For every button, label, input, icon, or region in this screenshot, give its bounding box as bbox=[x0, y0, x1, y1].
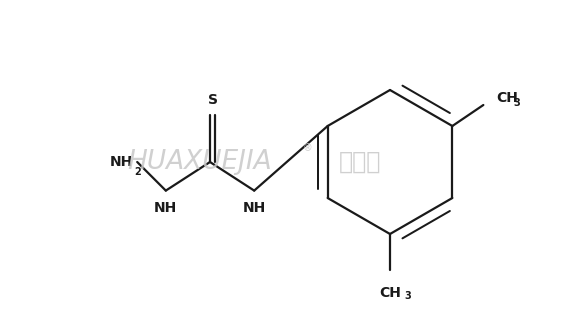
Text: 3: 3 bbox=[513, 98, 520, 108]
Text: 3: 3 bbox=[404, 291, 411, 301]
Text: HUAXUEJIA: HUAXUEJIA bbox=[127, 149, 272, 175]
Text: S: S bbox=[208, 93, 218, 107]
Text: ®: ® bbox=[303, 143, 313, 153]
Text: CH: CH bbox=[379, 286, 401, 300]
Text: CH: CH bbox=[496, 91, 518, 105]
Text: NH: NH bbox=[154, 201, 178, 215]
Text: 化学加: 化学加 bbox=[339, 150, 381, 174]
Text: NH: NH bbox=[243, 201, 266, 215]
Text: NH: NH bbox=[110, 155, 133, 169]
Text: 2: 2 bbox=[134, 167, 141, 177]
